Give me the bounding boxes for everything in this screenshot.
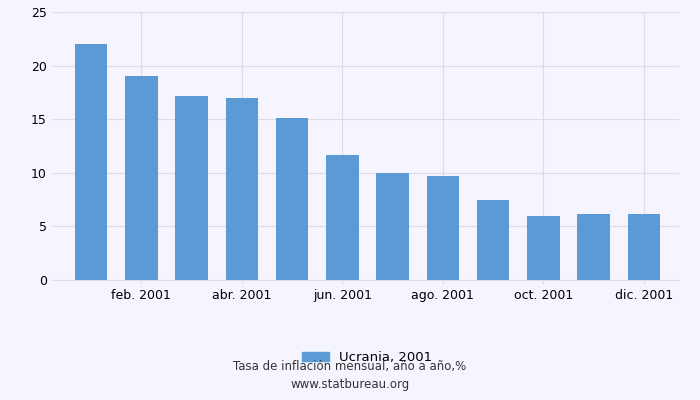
- Text: www.statbureau.org: www.statbureau.org: [290, 378, 410, 391]
- Text: Tasa de inflación mensual, año a año,%: Tasa de inflación mensual, año a año,%: [233, 360, 467, 373]
- Bar: [527, 216, 560, 280]
- Bar: [225, 98, 258, 280]
- Bar: [477, 200, 510, 280]
- Bar: [75, 44, 108, 280]
- Bar: [175, 96, 208, 280]
- Legend: Ucrania, 2001: Ucrania, 2001: [298, 346, 438, 369]
- Bar: [578, 214, 610, 280]
- Bar: [326, 154, 358, 280]
- Bar: [125, 76, 158, 280]
- Bar: [276, 118, 309, 280]
- Bar: [627, 214, 660, 280]
- Bar: [377, 173, 409, 280]
- Bar: [426, 176, 459, 280]
